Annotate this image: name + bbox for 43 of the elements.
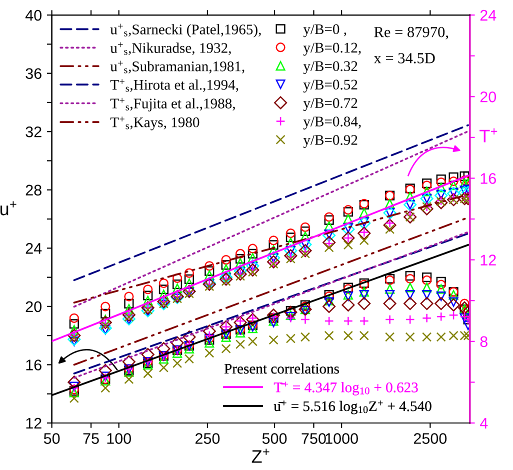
annotation: x = 34.5D: [374, 53, 435, 64]
x-tick-label: 75: [83, 433, 99, 444]
legend-label: y/B=0.12,: [303, 42, 361, 56]
x-tick-label: 1000: [326, 433, 358, 444]
legend-label: T̄$^{+}$ = 4.347 log$_{10}$ + 0.623: [274, 382, 418, 396]
legend-label: y/B=0 ,: [303, 24, 346, 38]
x-tick-label: 500: [262, 433, 287, 444]
y2-tick-label: 24: [480, 10, 496, 21]
y-tick-label: 20: [26, 301, 42, 312]
y-tick-label: 24: [26, 243, 42, 254]
legend-label: y/B=0.84,: [303, 116, 361, 130]
legend-label: T$^{+}$$_{s}$,Fujita et al.,1988,: [110, 98, 235, 112]
x-tick-label: 250: [196, 433, 220, 444]
y2-tick-label: 16: [480, 173, 496, 184]
legend-label: T$^{+}$$_{s}$,Kays, 1980: [110, 116, 200, 130]
x-axis-title: Z$^{+}$: [252, 448, 270, 463]
annotation: Re = 87970,: [374, 26, 448, 40]
legend-label: ū$^{+}$ = 5.516 log$_{10}$Z$^{+}$ + 4.540: [274, 400, 432, 414]
legend-label: T$^{+}$$_{s}$,Hirota et al.,1994,: [110, 79, 238, 92]
y-tick-label: 12: [26, 418, 42, 429]
legend-label: y/B=0.92: [303, 135, 358, 148]
y-tick-label: 16: [26, 360, 42, 370]
legend-label: u$^{+}$$_{s}$,Subramanian,1981,: [110, 60, 244, 74]
y2-tick-label: 4: [480, 418, 488, 429]
legend-label: y/B=0.32: [303, 61, 358, 74]
y2-tick-label: 12: [480, 254, 496, 266]
x-tick-label: 100: [107, 433, 131, 444]
x-tick-label: 50: [44, 433, 60, 444]
y2-tick-label: 8: [480, 336, 488, 348]
legend-label: y/B=0.52: [303, 80, 358, 93]
y-tick-label: 32: [26, 126, 42, 138]
legend-title: Present correlations: [224, 363, 339, 374]
legend-label: u$^{+}$$_{s}$,Sarnecki (Patel,1965),: [110, 24, 261, 38]
y-tick-label: 36: [26, 68, 42, 80]
y2-axis-title: T$^{+}$: [480, 128, 498, 142]
y-tick-label: 28: [26, 184, 42, 196]
y-axis-title: u$^{+}$: [0, 201, 16, 216]
legend-label: y/B=0.72: [303, 98, 358, 111]
x-tick-label: 2500: [414, 433, 447, 444]
y-tick-label: 40: [25, 10, 42, 21]
x-tick-label: 750: [302, 433, 326, 444]
y2-tick-label: 20: [480, 92, 496, 102]
legend-label: u$^{+}$$_{s}$,Nikuradse, 1932,: [110, 42, 231, 56]
